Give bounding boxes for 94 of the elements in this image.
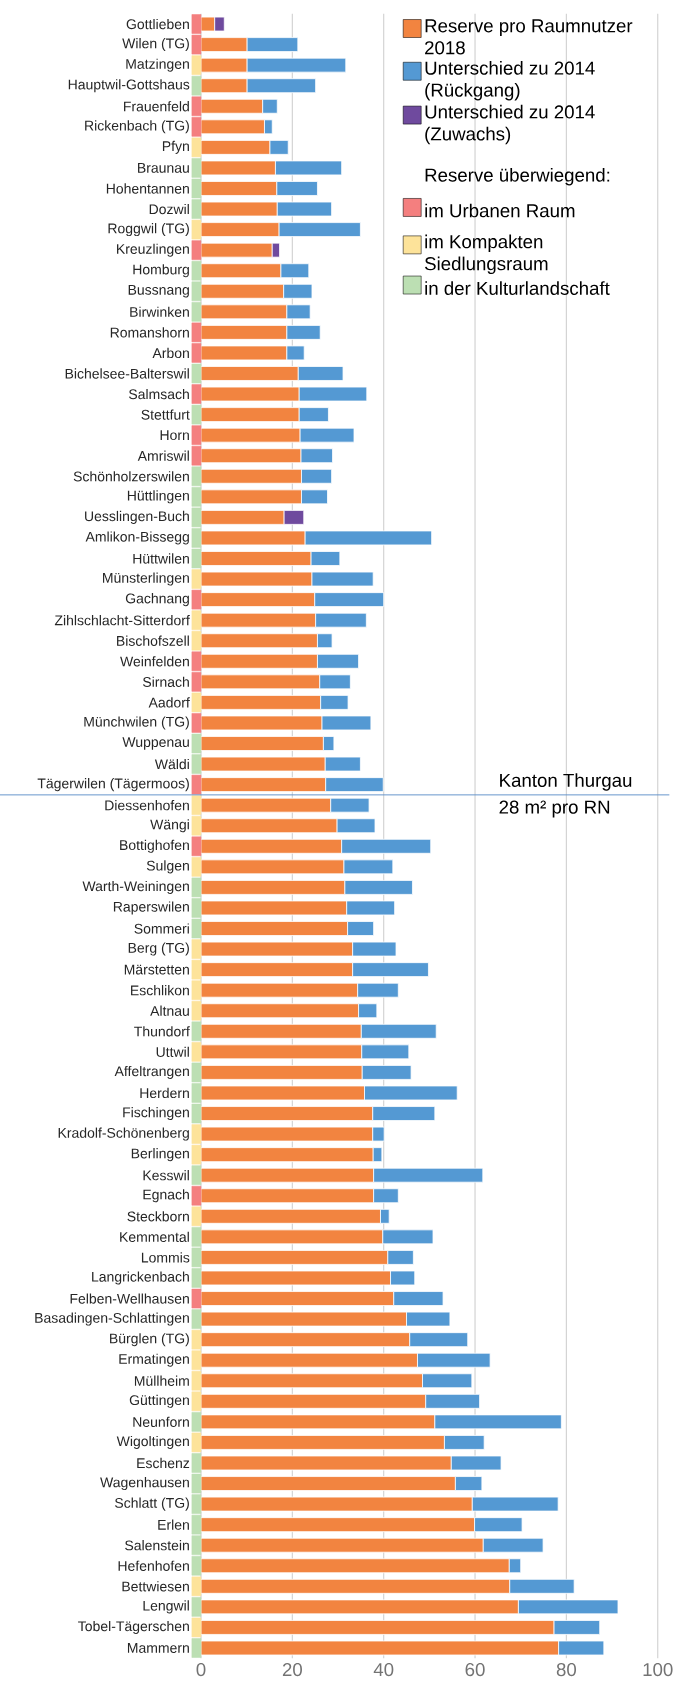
y-tick-label: Tägerwilen (Tägermoos) <box>37 778 189 792</box>
y-tick-label: Schlatt (TG) <box>114 1497 189 1511</box>
y-tick-label: Basadingen-Schlattingen <box>35 1312 189 1326</box>
y-tick-label: Berlingen <box>131 1148 189 1162</box>
legend-label: in der Kulturlandschaft <box>425 281 610 295</box>
y-tick-label: Herdern <box>140 1087 189 1099</box>
y-tick-label: Hohentannen <box>106 183 189 194</box>
y-tick-label: Diessenhofen <box>105 800 189 811</box>
y-tick-label: Matzingen <box>126 58 189 72</box>
annotation: 28 m² pro RN <box>499 800 610 818</box>
y-tick-label: Aadorf <box>148 697 190 708</box>
y-tick-label: Schönholzerswilen <box>73 471 189 482</box>
annotation: Kanton Thurgau <box>500 773 632 791</box>
x-tick-label: 60 <box>465 1662 485 1677</box>
y-tick-label: Märstetten <box>124 964 189 975</box>
x-tick-label: 100 <box>643 1662 673 1677</box>
y-tick-label: Gachnang <box>125 593 189 607</box>
legend-label: Unterschied zu 2014 (Zuwachs) <box>425 104 595 145</box>
legend-label: Reserve pro Raumnutzer 2018 <box>425 19 633 55</box>
y-tick-label: Münchwilen (TG) <box>84 716 189 730</box>
y-tick-label: Frauenfeld <box>124 101 189 112</box>
legend-label: Unterschied zu 2014 (Rückgang) <box>425 61 595 101</box>
y-tick-label: Arbon <box>152 347 189 359</box>
x-tick-label: 80 <box>556 1662 577 1677</box>
y-tick-label: Hauptwil-Gottshaus <box>68 79 190 93</box>
y-tick-label: Bischofszell <box>117 635 189 646</box>
y-tick-label: Birwinken <box>130 306 189 317</box>
y-tick-label: Uttwil <box>156 1046 189 1058</box>
y-tick-label: Zihlschlacht-Sitterdorf <box>54 615 190 626</box>
y-tick-label: Wängi <box>150 819 189 833</box>
y-tick-label: Sulgen <box>146 860 189 874</box>
y-tick-label: Bichelsee-Balterswil <box>65 368 189 379</box>
y-tick-label: Warth-Weiningen <box>82 880 189 894</box>
y-tick-label: Felben-Wellhausen <box>70 1293 189 1304</box>
y-tick-label: Salmsach <box>128 388 189 400</box>
y-tick-label: Braunau <box>138 163 189 173</box>
x-tick-label: 0 <box>196 1662 206 1677</box>
x-tick-label: 40 <box>373 1662 394 1677</box>
y-tick-label: Langrickenbach <box>92 1271 189 1285</box>
y-tick-label: Wäldi <box>154 758 189 770</box>
y-tick-label: Bettwiesen <box>122 1581 189 1592</box>
y-tick-label: Lengwil <box>143 1600 189 1614</box>
y-tick-label: Wuppenau <box>122 737 189 750</box>
y-tick-label: Thundorf <box>134 1026 190 1037</box>
y-tick-label: Wagenhausen <box>100 1477 189 1491</box>
y-tick-label: Amriswil <box>137 450 189 461</box>
y-tick-label: Homburg <box>133 264 189 278</box>
y-tick-label: Fischingen <box>123 1107 189 1121</box>
y-tick-label: Eschlikon <box>131 985 189 996</box>
y-tick-label: Kesswil <box>143 1170 189 1181</box>
y-tick-label: Pfyn <box>162 140 189 154</box>
y-tick-label: Egnach <box>143 1189 189 1203</box>
y-tick-label: Rickenbach (TG) <box>85 120 189 134</box>
y-tick-label: Steckborn <box>127 1211 189 1222</box>
y-tick-label: Münsterlingen <box>103 572 189 586</box>
y-tick-label: Berg (TG) <box>128 942 189 956</box>
y-tick-label: Müllheim <box>134 1375 189 1386</box>
y-tick-label: Raperswilen <box>113 901 189 915</box>
y-tick-label: Neunforn <box>133 1416 189 1428</box>
y-tick-label: Wigoltingen <box>116 1435 189 1449</box>
y-tick-label: Horn <box>160 430 189 441</box>
y-tick-label: Sommeri <box>134 923 189 934</box>
y-tick-label: Ermatingen <box>119 1353 189 1367</box>
y-tick-label: Kemmental <box>120 1231 189 1243</box>
y-tick-label: Lommis <box>141 1252 190 1263</box>
legend-title: Reserve überwiegend: <box>425 167 610 186</box>
legend-label: im Urbanen Raum <box>425 203 575 218</box>
y-tick-label: Wilen (TG) <box>122 38 189 52</box>
y-tick-label: Altnau <box>150 1005 189 1016</box>
y-tick-label: Tobel-Tägerschen <box>78 1620 189 1634</box>
y-tick-label: Bottighofen <box>120 839 189 853</box>
y-tick-label: Hüttlingen <box>127 490 189 504</box>
y-tick-label: Mammern <box>127 1643 189 1653</box>
y-tick-label: Hüttwilen <box>133 553 189 564</box>
x-tick-label: 20 <box>282 1662 302 1677</box>
y-tick-label: Kradolf-Schönenberg <box>58 1127 189 1141</box>
y-tick-label: Salenstein <box>125 1540 189 1551</box>
y-tick-label: Romanshorn <box>110 327 189 338</box>
y-tick-label: Hefenhofen <box>118 1560 189 1571</box>
y-tick-label: Güttingen <box>129 1394 189 1408</box>
y-tick-label: Amlikon-Bissegg <box>85 531 189 545</box>
y-tick-label: Kreuzlingen <box>117 243 189 257</box>
y-tick-label: Weinfelden <box>120 656 189 667</box>
y-tick-label: Gottlieben <box>126 18 189 30</box>
y-tick-label: Eschenz <box>137 1457 190 1469</box>
y-tick-label: Uesslingen-Buch <box>85 510 189 524</box>
y-tick-label: Bürglen (TG) <box>110 1333 189 1347</box>
y-tick-label: Affeltrangen <box>114 1065 189 1079</box>
y-tick-label: Sirnach <box>142 676 189 687</box>
y-tick-label: Dozwil <box>149 203 189 215</box>
y-tick-label: Erlen <box>158 1519 189 1530</box>
y-tick-label: Stettfurt <box>141 409 190 420</box>
y-tick-label: Roggwil (TG) <box>108 223 189 237</box>
y-tick-label: Bussnang <box>128 285 189 298</box>
